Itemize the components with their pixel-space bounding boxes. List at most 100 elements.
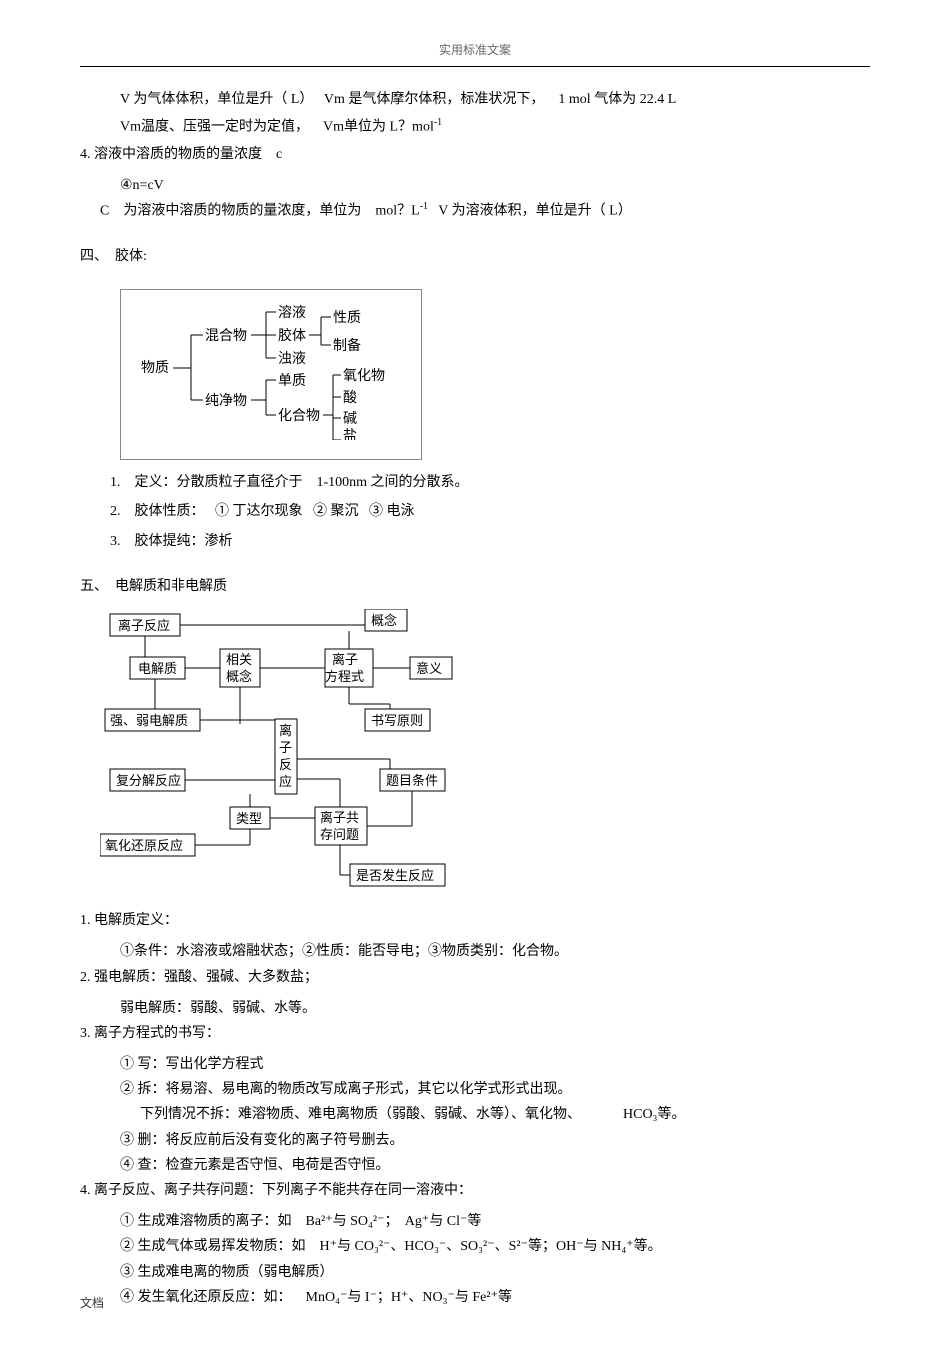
text: 2.: [110, 504, 121, 519]
map-node: 书写原则: [371, 713, 423, 728]
text: 1 mol 气体为 22.4 L: [558, 92, 676, 107]
map-node: 强、弱电解质: [110, 713, 188, 728]
section-4-formula: ④n=cV: [120, 173, 870, 198]
tree-svg: 物质 混合物 纯净物 溶液 胶体 浊液 性质 制备 单质 化合物 氧化物: [141, 300, 401, 440]
five-item-4: 4. 离子反应、离子共存问题：下列离子不能共存在同一溶液中：: [80, 1178, 870, 1203]
tree-root: 物质: [141, 360, 169, 376]
tree-node: 化合物: [278, 408, 320, 424]
text: c: [276, 147, 282, 162]
page-footer: 文档: [80, 1293, 104, 1315]
map-node: 应: [279, 774, 292, 789]
five-item-3: 3. 离子方程式的书写：: [80, 1021, 870, 1046]
map-node: 概念: [371, 613, 397, 628]
map-node: 题目条件: [386, 773, 438, 788]
text: Ag⁺与 Cl⁻等: [405, 1214, 482, 1229]
text: 4. 溶液中溶质的物质的量浓度: [80, 147, 262, 162]
tree-node: 胶体: [278, 327, 306, 344]
five-item-2-sub: 弱电解质：弱酸、弱碱、水等。: [120, 996, 870, 1021]
text: 定义：分散质粒子直径介于: [135, 475, 303, 490]
v-line-1: V 为气体体积，单位是升（ L） Vm 是气体摩尔体积，标准状况下， 1 mol…: [120, 87, 870, 112]
text: ② 生成气体或易挥发物质：如: [120, 1239, 306, 1254]
text: 1-100nm 之间的分散系。: [317, 475, 469, 490]
four-item-2: 2. 胶体性质： ① 丁达尔现象 ② 聚沉 ③ 电泳: [110, 499, 870, 524]
five-item-3-2: ② 拆：将易溶、易电离的物质改写成离子形式，其它以化学式形式出现。: [120, 1077, 870, 1102]
map-node: 意义: [416, 661, 442, 676]
tree-node: 混合物: [205, 328, 247, 344]
superscript: -1: [420, 201, 428, 212]
text: 1.: [110, 475, 121, 490]
text: 胶体性质：: [135, 504, 205, 519]
map-node: 复分解反应: [116, 773, 181, 788]
text: ④ 发生氧化还原反应：如：: [120, 1290, 292, 1305]
text: V 为气体体积，单位是升（: [120, 92, 287, 107]
text: mol？L: [375, 204, 419, 219]
five-item-2: 2. 强电解质：强酸、强碱、大多数盐；: [80, 965, 870, 990]
text: H⁺与 CO₃²⁻、HCO₃⁻、SO₃²⁻、S²⁻等；OH⁻与 NH₄⁺等。: [320, 1239, 662, 1254]
map-node: 是否发生反应: [356, 868, 434, 883]
text: Vm单位为 L？mol: [323, 119, 434, 134]
section-five-heading: 五、 电解质和非电解质: [80, 574, 870, 599]
tree-node: 碱: [343, 411, 357, 427]
text: V 为溶液体积，单位是升（: [438, 204, 605, 219]
text: 为溶液中溶质的物质的量浓度，单位为: [123, 204, 361, 219]
tree-node: 制备: [333, 337, 361, 354]
four-item-1: 1. 定义：分散质粒子直径介于 1-100nm 之间的分散系。: [110, 470, 870, 495]
map-node: 氧化还原反应: [105, 838, 183, 853]
map-node: 电解质: [138, 661, 177, 676]
five-item-4-1: ① 生成难溶物质的离子：如 Ba²⁺与 SO₄²⁻； Ag⁺与 Cl⁻等: [120, 1209, 870, 1234]
five-item-3-2-sub: 下列情况不拆：难溶物质、难电离物质（弱酸、弱碱、水等）、氧化物、 HCO₃等。: [140, 1102, 870, 1127]
v-line-2: Vm温度、压强一定时为定值， Vm单位为 L？mol-1: [120, 114, 870, 140]
text: ③ 电泳: [369, 504, 415, 519]
map-node: 反: [279, 757, 292, 772]
tree-node: 性质: [333, 310, 361, 326]
five-item-1: 1. 电解质定义：: [80, 908, 870, 933]
map-node: 存问题: [320, 827, 359, 842]
map-node: 离: [279, 723, 292, 738]
map-node: 方程式: [325, 669, 364, 684]
map-node: 离子反应: [118, 618, 170, 633]
tree-node: 浊液: [278, 351, 306, 367]
tree-node: 溶液: [278, 305, 306, 321]
text: 下列情况不拆：难溶物质、难电离物质（弱酸、弱碱、水等）、氧化物、: [140, 1107, 581, 1122]
classification-tree-diagram: 物质 混合物 纯净物 溶液 胶体 浊液 性质 制备 单质 化合物 氧化物: [120, 289, 422, 460]
tree-node: 单质: [278, 373, 306, 389]
text: ① 丁达尔现象: [215, 504, 303, 519]
concept-map-svg: 离子反应 电解质 相关 概念 强、弱电解质 复分解反应 氧化还原反应 类型 离 …: [100, 609, 520, 889]
section-four-heading: 四、 胶体:: [80, 244, 870, 269]
text: 3.: [110, 534, 121, 549]
tree-node: 盐: [343, 428, 357, 440]
map-node: 类型: [236, 811, 262, 826]
text: 胶体提纯：渗析: [135, 534, 233, 549]
tree-node: 酸: [343, 390, 357, 406]
text: L）: [609, 204, 632, 219]
four-item-3: 3. 胶体提纯：渗析: [110, 529, 870, 554]
map-node: 概念: [226, 669, 252, 684]
five-item-4-3: ③ 生成难电离的物质（弱电解质）: [120, 1260, 870, 1285]
five-item-4-2: ② 生成气体或易挥发物质：如 H⁺与 CO₃²⁻、HCO₃⁻、SO₃²⁻、S²⁻…: [120, 1234, 870, 1259]
five-item-3-1: ① 写：写出化学方程式: [120, 1052, 870, 1077]
text: C: [100, 204, 109, 219]
text: MnO₄⁻与 I⁻；H⁺、NO₃⁻与 Fe²⁺等: [306, 1290, 512, 1305]
map-node: 子: [279, 740, 292, 755]
text: L）: [291, 92, 314, 107]
text: ① 生成难溶物质的离子：如: [120, 1214, 292, 1229]
text: Vm温度、压强一定时为定值，: [120, 119, 309, 134]
section-4-title: 4. 溶液中溶质的物质的量浓度 c: [80, 142, 870, 167]
five-item-3-4: ④ 查：检查元素是否守恒、电荷是否守恒。: [120, 1153, 870, 1178]
page-header-title: 实用标准文案: [80, 40, 870, 62]
header-divider: [80, 66, 870, 67]
text: Vm 是气体摩尔体积，标准状况下，: [324, 92, 545, 107]
text: Ba²⁺与 SO₄²⁻；: [306, 1214, 399, 1229]
tree-node: 纯净物: [205, 393, 247, 409]
map-node: 相关: [226, 652, 252, 667]
five-item-4-4: ④ 发生氧化还原反应：如： MnO₄⁻与 I⁻；H⁺、NO₃⁻与 Fe²⁺等: [120, 1285, 870, 1310]
map-node: 离子: [332, 652, 358, 667]
text: HCO₃等。: [623, 1107, 685, 1122]
section-4-line: C 为溶液中溶质的物质的量浓度，单位为 mol？L-1 V 为溶液体积，单位是升…: [100, 198, 870, 224]
superscript: -1: [434, 117, 442, 128]
five-item-1-sub: ①条件：水溶液或熔融状态；②性质：能否导电；③物质类别：化合物。: [120, 939, 870, 964]
map-node: 离子共: [320, 810, 359, 825]
tree-node: 氧化物: [343, 368, 385, 384]
concept-map-diagram: 离子反应 电解质 相关 概念 强、弱电解质 复分解反应 氧化还原反应 类型 离 …: [100, 609, 870, 898]
five-item-3-3: ③ 删：将反应前后没有变化的离子符号删去。: [120, 1128, 870, 1153]
